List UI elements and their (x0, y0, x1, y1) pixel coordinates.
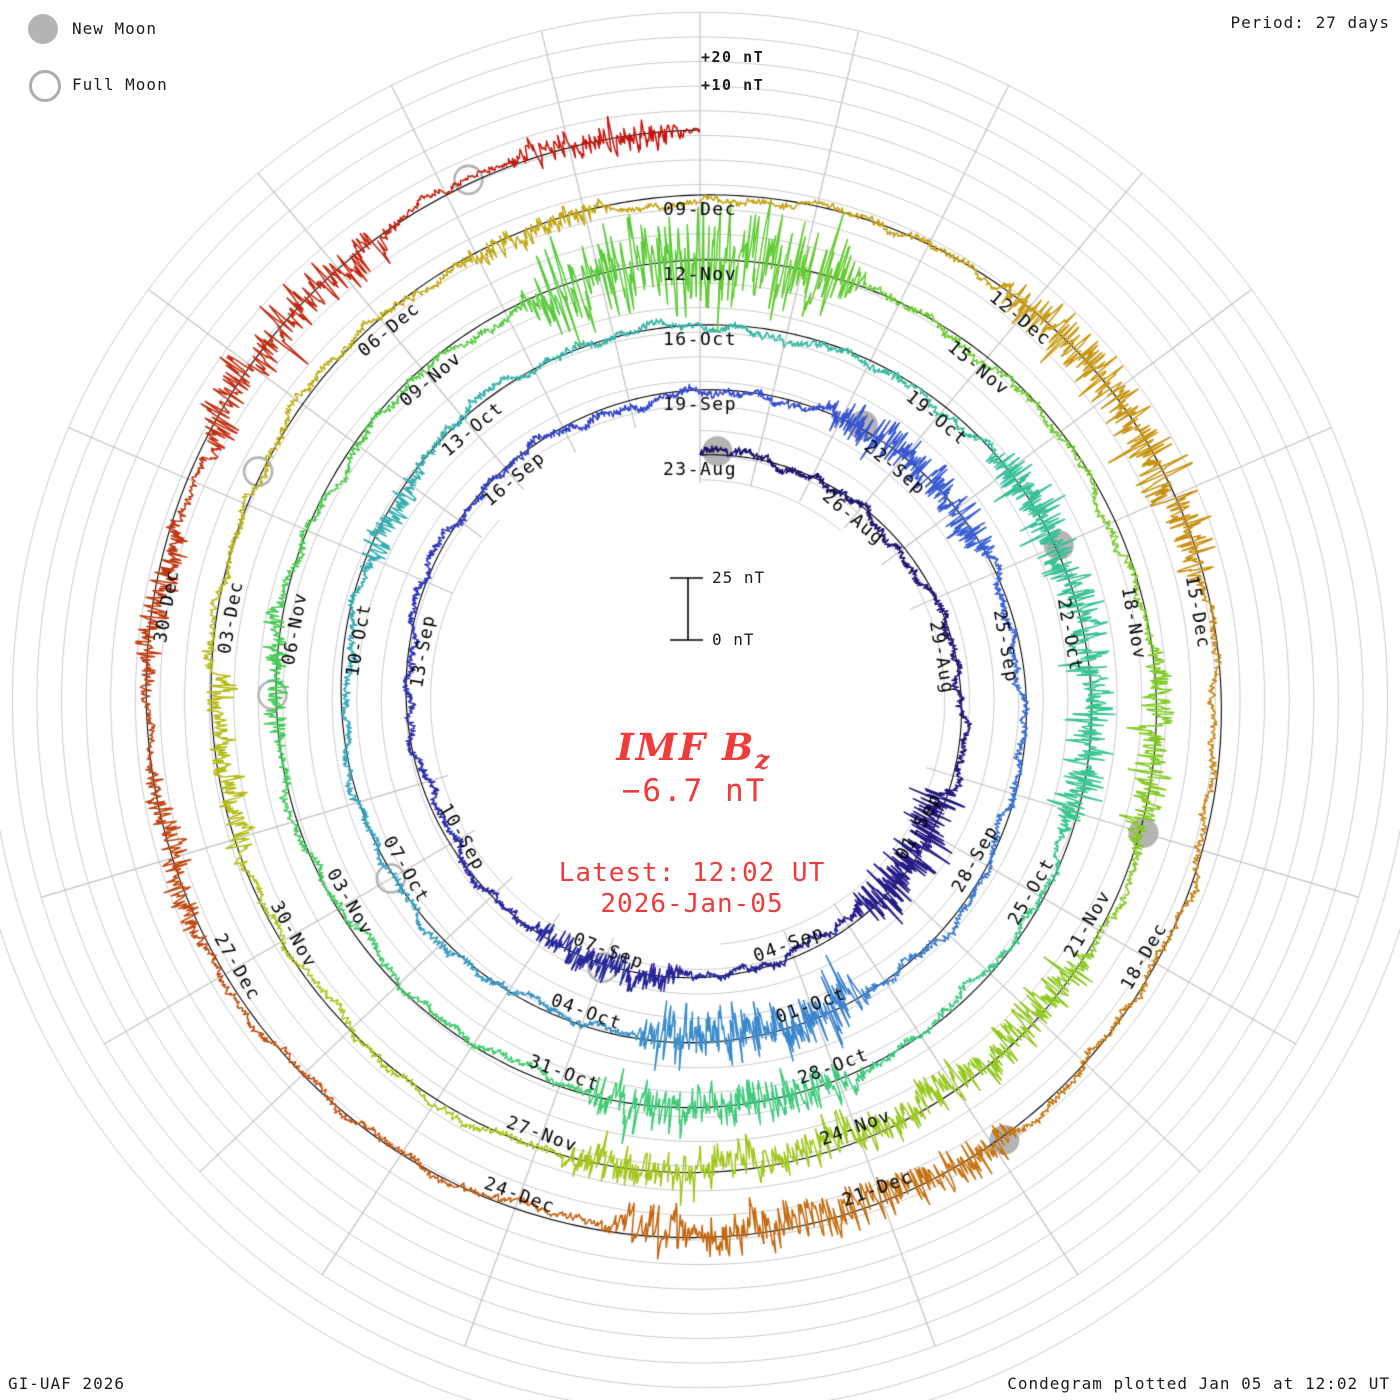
full-moon-legend-label: Full Moon (72, 75, 168, 94)
latest-date-label: 2026-Jan-05 (600, 889, 784, 919)
current-bz-value: −6.7 nT (621, 773, 767, 809)
scale-0nt-label: 0 nT (712, 630, 755, 649)
period-label: Period: 27 days (1230, 13, 1390, 32)
new-moon-legend-label: New Moon (72, 19, 158, 38)
scale-25nt-label: 25 nT (712, 568, 766, 587)
credit-label: GI-UAF 2026 (8, 1374, 125, 1393)
latest-time-label: Latest: 12:02 UT (558, 858, 826, 888)
chart-title-subscript: z (755, 745, 772, 775)
full-moon-icon (29, 70, 61, 102)
chart-title: IMF Bz (617, 725, 772, 774)
new-moon-icon (28, 14, 58, 44)
plus20-nt-axis-label: +20 nT (701, 48, 765, 66)
chart-title-text: IMF B (616, 725, 756, 769)
plotted-timestamp-label: Condegram plotted Jan 05 at 12:02 UT (1007, 1374, 1390, 1393)
plus10-nt-axis-label: +10 nT (701, 76, 765, 94)
